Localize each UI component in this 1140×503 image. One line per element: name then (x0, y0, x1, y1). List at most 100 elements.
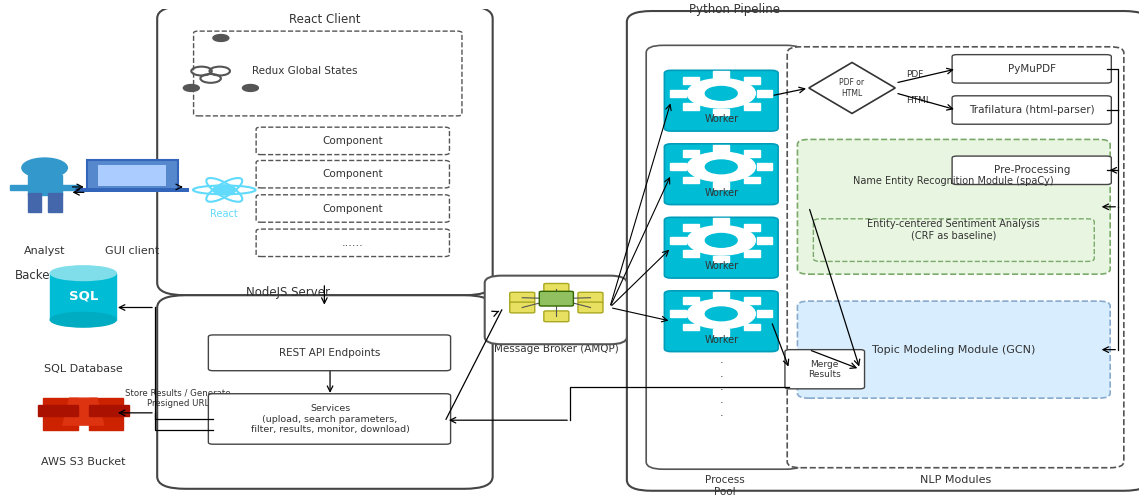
FancyBboxPatch shape (194, 31, 462, 116)
Text: Component: Component (323, 169, 383, 179)
FancyBboxPatch shape (98, 165, 166, 186)
Circle shape (687, 299, 756, 328)
Ellipse shape (50, 266, 116, 281)
Ellipse shape (50, 312, 116, 327)
Bar (27, 175, 62, 195)
FancyBboxPatch shape (785, 350, 864, 389)
Text: Worker: Worker (705, 188, 739, 198)
FancyBboxPatch shape (256, 195, 449, 222)
FancyBboxPatch shape (539, 291, 573, 306)
Text: .
.
.
.
.: . . . . . (719, 356, 723, 418)
Circle shape (706, 233, 738, 247)
FancyBboxPatch shape (952, 156, 1112, 185)
FancyBboxPatch shape (757, 310, 773, 317)
FancyBboxPatch shape (484, 276, 627, 344)
Text: SQL: SQL (68, 290, 98, 303)
Text: Python Pipeline: Python Pipeline (690, 3, 781, 16)
Polygon shape (63, 398, 104, 425)
Bar (10, 185, 27, 190)
FancyBboxPatch shape (743, 297, 759, 304)
Text: Services
(upload, search parameters,
filter, results, monitor, download): Services (upload, search parameters, fil… (251, 404, 409, 434)
FancyBboxPatch shape (683, 177, 699, 184)
FancyBboxPatch shape (952, 55, 1112, 83)
Text: PDF: PDF (906, 70, 925, 79)
Text: NLP Modules: NLP Modules (920, 475, 991, 485)
FancyBboxPatch shape (256, 160, 449, 188)
FancyBboxPatch shape (670, 237, 686, 244)
Circle shape (243, 85, 259, 92)
Text: React Client: React Client (288, 13, 360, 26)
FancyBboxPatch shape (683, 323, 699, 330)
FancyBboxPatch shape (256, 127, 449, 154)
Circle shape (706, 160, 738, 174)
FancyBboxPatch shape (714, 109, 730, 115)
FancyBboxPatch shape (209, 335, 450, 371)
FancyBboxPatch shape (665, 70, 779, 131)
FancyBboxPatch shape (510, 302, 535, 313)
FancyBboxPatch shape (757, 163, 773, 171)
Circle shape (22, 158, 67, 178)
FancyBboxPatch shape (714, 218, 730, 225)
Circle shape (706, 87, 738, 100)
Circle shape (687, 78, 756, 108)
FancyBboxPatch shape (743, 323, 759, 330)
FancyBboxPatch shape (714, 329, 730, 336)
Text: Analyst: Analyst (24, 246, 65, 256)
FancyBboxPatch shape (952, 96, 1112, 124)
FancyBboxPatch shape (209, 394, 450, 444)
Polygon shape (89, 405, 129, 416)
FancyBboxPatch shape (743, 177, 759, 184)
Text: GUI client: GUI client (105, 246, 160, 256)
Polygon shape (38, 405, 78, 416)
Text: Topic Modeling Module (GCN): Topic Modeling Module (GCN) (872, 345, 1035, 355)
FancyBboxPatch shape (743, 103, 759, 110)
FancyBboxPatch shape (714, 71, 730, 78)
FancyBboxPatch shape (87, 160, 178, 190)
FancyBboxPatch shape (788, 47, 1124, 468)
FancyBboxPatch shape (714, 292, 730, 299)
Text: Worker: Worker (705, 262, 739, 271)
FancyBboxPatch shape (670, 310, 686, 317)
Text: Merge
Results: Merge Results (808, 360, 841, 379)
FancyBboxPatch shape (798, 139, 1110, 274)
FancyBboxPatch shape (714, 145, 730, 152)
Text: Store Results / Generate
Presigned URL: Store Results / Generate Presigned URL (125, 388, 230, 408)
FancyBboxPatch shape (578, 292, 603, 303)
FancyBboxPatch shape (714, 182, 730, 189)
FancyBboxPatch shape (813, 219, 1094, 262)
Bar (27, 193, 41, 212)
FancyBboxPatch shape (757, 237, 773, 244)
Polygon shape (808, 62, 895, 114)
Text: SQL Database: SQL Database (44, 364, 123, 374)
Text: NodeJS Server: NodeJS Server (246, 286, 329, 299)
Text: PyMuPDF: PyMuPDF (1008, 64, 1056, 74)
Circle shape (213, 185, 236, 195)
Polygon shape (89, 398, 123, 430)
FancyBboxPatch shape (683, 297, 699, 304)
FancyBboxPatch shape (683, 250, 699, 257)
Text: Entity-centered Sentiment Analysis
(CRF as baseline): Entity-centered Sentiment Analysis (CRF … (866, 219, 1040, 241)
Text: Worker: Worker (705, 335, 739, 345)
FancyBboxPatch shape (670, 90, 686, 97)
FancyBboxPatch shape (627, 11, 1140, 491)
FancyBboxPatch shape (743, 224, 759, 230)
Text: Name Entity Recognition Module (spaCy): Name Entity Recognition Module (spaCy) (853, 176, 1053, 186)
FancyBboxPatch shape (798, 301, 1110, 398)
Text: Backend: Backend (15, 269, 65, 282)
FancyBboxPatch shape (544, 311, 569, 322)
Text: Worker: Worker (705, 114, 739, 124)
FancyBboxPatch shape (544, 284, 569, 294)
FancyBboxPatch shape (757, 90, 773, 97)
FancyBboxPatch shape (157, 295, 492, 489)
FancyBboxPatch shape (683, 224, 699, 230)
FancyBboxPatch shape (683, 103, 699, 110)
FancyBboxPatch shape (683, 150, 699, 157)
Text: AWS S3 Bucket: AWS S3 Bucket (41, 457, 125, 467)
Polygon shape (43, 398, 78, 430)
Circle shape (687, 152, 756, 182)
Bar (48, 193, 62, 212)
Text: Component: Component (323, 136, 383, 146)
FancyBboxPatch shape (256, 229, 449, 257)
Text: ......: ...... (342, 238, 364, 248)
Circle shape (184, 85, 199, 92)
